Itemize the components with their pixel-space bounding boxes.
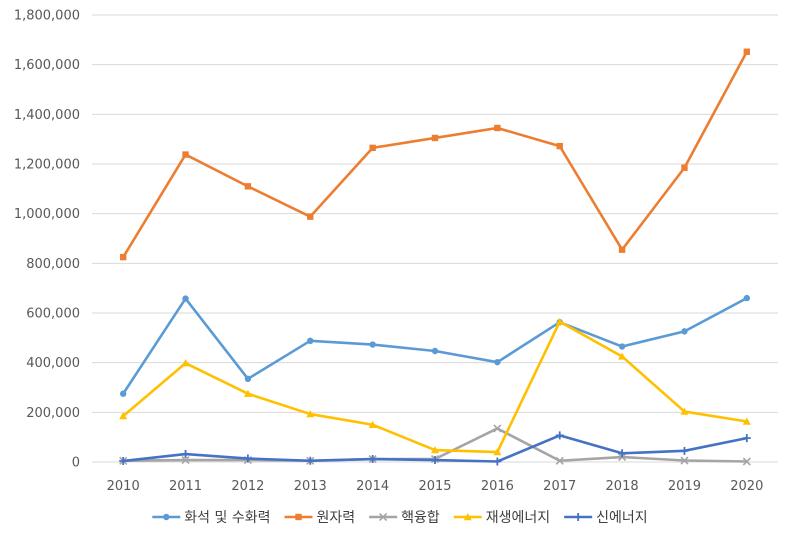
data-point <box>555 317 564 325</box>
y-tick-label: 1,800,000 <box>14 9 80 24</box>
data-point <box>618 352 627 360</box>
x-tick-label: 2016 <box>481 479 514 494</box>
legend-item: 화석 및 수화력 <box>152 510 270 526</box>
data-point <box>555 431 564 440</box>
x-tick-label: 2018 <box>606 479 639 494</box>
series-3 <box>119 317 751 456</box>
data-point <box>119 412 128 420</box>
legend-label: 화석 및 수화력 <box>184 510 270 526</box>
data-point <box>680 446 689 455</box>
data-point <box>431 456 439 465</box>
x-tick-label: 2017 <box>543 479 576 494</box>
data-point <box>680 456 689 465</box>
y-tick-label: 1,600,000 <box>14 58 80 73</box>
data-point <box>493 424 502 433</box>
legend-item: 신에너지 <box>564 510 648 526</box>
data-point <box>742 434 751 443</box>
data-point <box>307 337 314 345</box>
data-point <box>618 246 626 253</box>
x-tick-label: 2019 <box>668 479 701 494</box>
legend-item: 원자력 <box>284 510 355 526</box>
data-point <box>431 446 439 454</box>
legend-label: 신에너지 <box>596 510 648 526</box>
data-point <box>681 164 688 171</box>
data-point <box>244 375 252 383</box>
data-point <box>493 457 502 466</box>
legend-item: 재생에너지 <box>453 510 550 526</box>
x-axis-ticks: 2010 2011 2012 2013 2014 2015 2016 2017 2018 2019… <box>107 479 764 494</box>
series-0 <box>119 294 751 397</box>
y-tick-label: 800,000 <box>26 257 80 272</box>
data-point <box>243 454 252 463</box>
y-tick-label: 1,000,000 <box>14 207 80 222</box>
data-point <box>181 455 190 465</box>
data-point <box>181 359 190 367</box>
x-tick-label: 2011 <box>169 479 202 494</box>
legend-marker <box>379 512 388 522</box>
data-point <box>307 213 314 220</box>
data-point <box>742 457 751 466</box>
data-point <box>119 390 127 397</box>
legend-marker <box>574 513 583 521</box>
data-point <box>368 455 377 464</box>
data-point <box>555 456 564 465</box>
data-point <box>618 343 626 350</box>
y-tick-label: 200,000 <box>26 406 80 421</box>
gridlines <box>92 14 778 463</box>
data-point <box>431 134 439 142</box>
data-point <box>494 358 501 366</box>
data-point <box>556 142 563 150</box>
x-tick-label: 2010 <box>107 479 140 494</box>
data-point <box>743 294 751 302</box>
x-tick-label: 2014 <box>356 479 389 494</box>
y-tick-label: 0 <box>72 456 80 471</box>
data-point <box>680 407 689 415</box>
x-tick-label: 2015 <box>418 479 451 494</box>
y-tick-label: 1,200,000 <box>14 158 80 173</box>
data-point <box>306 456 315 465</box>
legend: 화석 및 수화력 원자력 핵융합 재생에너지 신에너지 <box>152 510 648 526</box>
data-point <box>181 450 190 459</box>
data-point <box>743 48 751 55</box>
series-line <box>121 50 749 259</box>
data-point <box>244 183 252 190</box>
data-point <box>182 295 189 302</box>
y-axis-ticks: 0 200,000 400,000 600,000 800,000 1,000,000 1,… <box>14 9 80 471</box>
legend-marker <box>163 513 170 521</box>
series-4 <box>119 431 751 466</box>
legend-label: 원자력 <box>316 510 355 526</box>
data-point <box>742 417 751 425</box>
data-point <box>119 253 127 261</box>
y-tick-label: 1,400,000 <box>14 108 80 123</box>
legend-marker <box>295 513 302 521</box>
x-tick-label: 2012 <box>231 479 264 494</box>
y-tick-label: 400,000 <box>26 356 80 371</box>
y-tick-label: 600,000 <box>26 307 80 322</box>
data-point <box>119 457 128 466</box>
data-point <box>369 144 376 152</box>
data-point <box>306 410 315 418</box>
data-point <box>243 389 252 397</box>
data-point <box>681 328 688 335</box>
series-line <box>121 320 749 454</box>
legend-label: 재생에너지 <box>486 510 550 526</box>
legend-label: 핵융합 <box>401 510 440 526</box>
series-1 <box>119 48 751 261</box>
legend-item: 핵융합 <box>369 510 440 526</box>
data-point <box>494 124 501 132</box>
x-tick-label: 2020 <box>730 479 763 494</box>
data-point <box>368 420 377 428</box>
data-point <box>431 347 439 355</box>
data-point <box>182 151 189 158</box>
data-point <box>618 449 627 458</box>
data-point <box>493 448 502 456</box>
legend-marker <box>463 513 472 521</box>
series-lines <box>119 48 751 466</box>
x-tick-label: 2013 <box>294 479 327 494</box>
data-point <box>369 341 376 348</box>
